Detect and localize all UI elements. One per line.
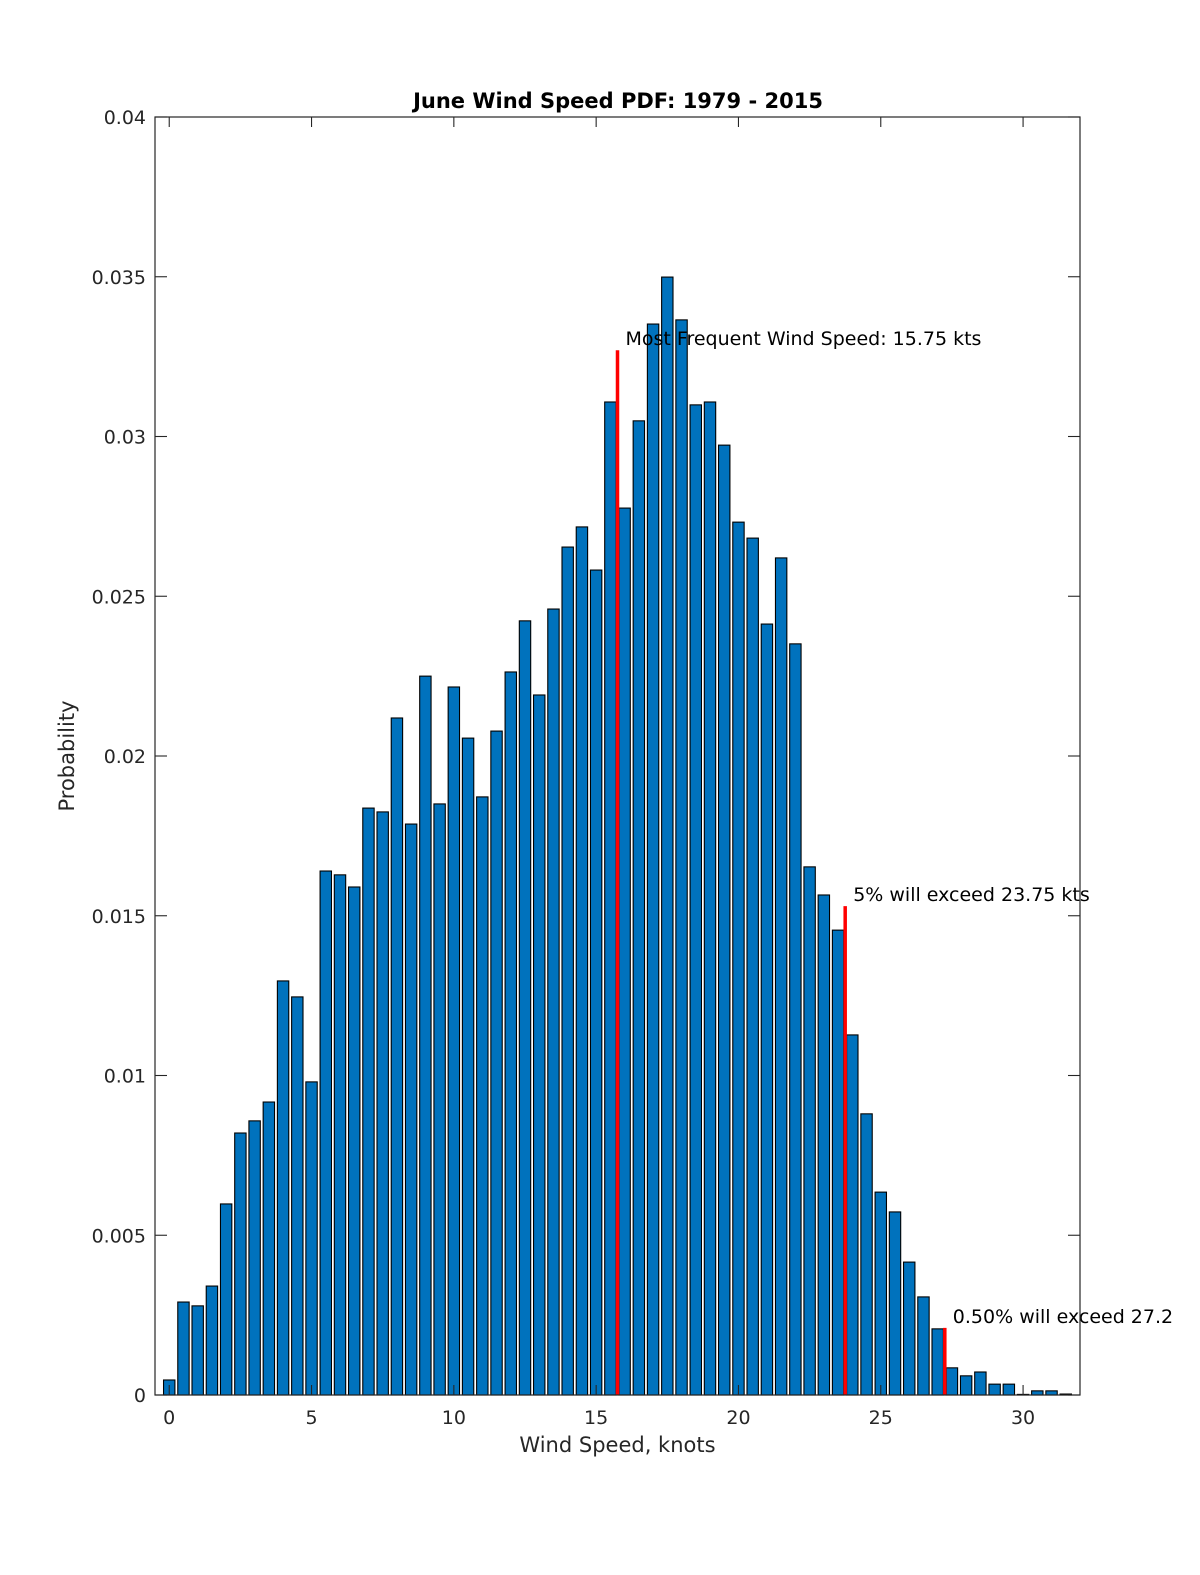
- bar-2.5: [234, 1132, 247, 1396]
- bar-17.5: [661, 276, 674, 1396]
- bar-28.5: [974, 1371, 987, 1396]
- bars-group: [162, 276, 1073, 1396]
- y-tick-label: 0.035: [92, 267, 146, 289]
- bar-9: [419, 675, 432, 1396]
- bar-29: [988, 1383, 1001, 1396]
- bar-4.5: [291, 996, 304, 1396]
- chart-title: June Wind Speed PDF: 1979 - 2015: [411, 89, 823, 113]
- x-tick-label: 15: [584, 1407, 608, 1429]
- bar-30.5: [1031, 1390, 1044, 1396]
- bar-18.5: [689, 404, 703, 1396]
- bar-20: [732, 521, 745, 1396]
- bar-4: [276, 980, 290, 1396]
- bar-23.5: [831, 929, 845, 1396]
- reference-lines-group: [615, 350, 947, 1395]
- x-tick-label: 20: [726, 1407, 750, 1429]
- bar-0.5: [177, 1301, 190, 1396]
- bar-15: [589, 569, 603, 1396]
- bar-2: [219, 1203, 233, 1396]
- bar-7.5: [376, 811, 389, 1396]
- annotation-label: Most Frequent Wind Speed: 15.75 kts: [626, 328, 982, 350]
- bar-28: [959, 1375, 973, 1396]
- bar-12.5: [518, 620, 532, 1396]
- x-tick-label: 5: [305, 1407, 317, 1429]
- bar-21: [760, 623, 774, 1396]
- bar-29.5: [1002, 1383, 1016, 1396]
- bar-14: [561, 546, 574, 1396]
- bar-1: [191, 1305, 204, 1396]
- bar-31: [1045, 1390, 1058, 1396]
- bar-24: [846, 1034, 859, 1396]
- bar-6: [333, 874, 347, 1396]
- bar-16.5: [632, 420, 646, 1396]
- bar-1.5: [205, 1285, 219, 1396]
- bar-22.5: [803, 866, 816, 1396]
- bar-27.5: [945, 1367, 959, 1396]
- bar-25: [874, 1191, 888, 1396]
- x-tick-label: 10: [442, 1407, 466, 1429]
- y-tick-label: 0.04: [104, 107, 146, 129]
- annotation-texts-group: Most Frequent Wind Speed: 15.75 kts 5% wi…: [626, 328, 1174, 1328]
- y-axis-ticks: 0 0.005 0.01 0.015 0.02 0.025 0.03 0.035 0.04: [92, 107, 1080, 1407]
- y-axis-label: Probability: [55, 700, 79, 811]
- bar-27: [931, 1328, 944, 1396]
- y-tick-label: 0.03: [104, 427, 146, 449]
- bar-19.5: [717, 444, 731, 1396]
- annotation-label: 5% will exceed 23.75 kts: [853, 884, 1090, 906]
- bar-10.5: [461, 737, 475, 1396]
- x-tick-label: 0: [163, 1407, 175, 1429]
- bar-18: [675, 319, 688, 1396]
- bar-26: [902, 1261, 916, 1396]
- x-axis-ticks: 0 5 10 15 20 25 30: [163, 117, 1035, 1429]
- bar-25.5: [888, 1211, 902, 1396]
- bar-12: [504, 671, 518, 1396]
- annotation-label: 0.50% will exceed 27.2: [953, 1306, 1173, 1328]
- bar-16: [618, 507, 631, 1396]
- bar-11: [476, 796, 489, 1396]
- bar-10: [447, 686, 461, 1396]
- bar-7: [362, 807, 375, 1396]
- bar-22: [789, 643, 802, 1396]
- y-tick-label: 0.005: [92, 1225, 146, 1247]
- bar-20.5: [746, 537, 759, 1396]
- bar-26.5: [917, 1296, 930, 1396]
- y-tick-label: 0.025: [92, 586, 146, 608]
- bar-15.5: [604, 401, 617, 1396]
- y-tick-label: 0.015: [92, 906, 146, 928]
- bar-23: [817, 894, 831, 1396]
- bar-8: [390, 717, 404, 1396]
- y-tick-label: 0.01: [104, 1066, 146, 1088]
- bar-24.5: [860, 1113, 873, 1396]
- bar-9.5: [433, 803, 446, 1396]
- y-tick-label: 0.02: [104, 746, 146, 768]
- bar-5: [305, 1081, 318, 1396]
- bar-21.5: [774, 557, 788, 1396]
- y-tick-label: 0: [134, 1385, 146, 1407]
- bar-3.5: [262, 1101, 276, 1396]
- bar-8.5: [404, 823, 418, 1396]
- bar-5.5: [319, 870, 333, 1396]
- bar-6.5: [347, 886, 361, 1396]
- x-tick-label: 30: [1011, 1407, 1035, 1429]
- x-axis-label: Wind Speed, knots: [519, 1433, 715, 1457]
- bar-13.5: [547, 608, 560, 1396]
- bar-11.5: [490, 730, 503, 1396]
- x-tick-label: 25: [869, 1407, 893, 1429]
- bar-19: [703, 401, 717, 1396]
- bar-17: [646, 323, 660, 1396]
- bar-14.5: [575, 526, 589, 1396]
- bar-3: [248, 1120, 261, 1396]
- bar-13: [532, 694, 546, 1396]
